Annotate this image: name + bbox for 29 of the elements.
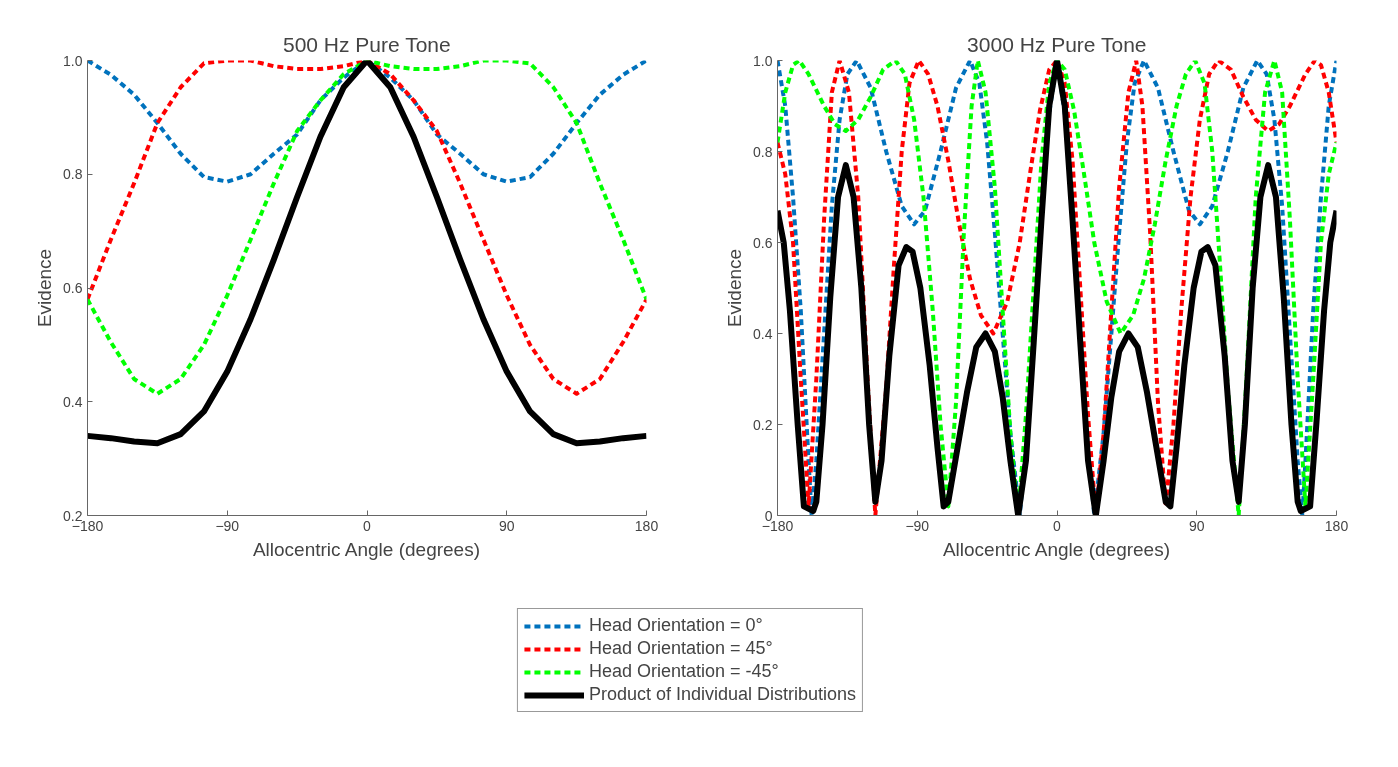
legend-label: Product of Individual Distributions — [588, 684, 857, 705]
legend-label: Head Orientation = 45° — [588, 638, 773, 659]
line-series — [87, 60, 647, 184]
y-tick-label: 0.4 — [63, 393, 83, 410]
y-tick-label: 0.2 — [753, 416, 773, 433]
legend-label: Head Orientation = 0° — [588, 615, 763, 636]
x-tick-label: −90 — [215, 517, 240, 534]
x-tick-label: 180 — [1324, 517, 1349, 534]
y-axis-title: Evidence — [724, 248, 746, 328]
y-tick-label: 0.6 — [63, 280, 83, 296]
chart-title: 3000 Hz Pure Tone — [967, 32, 1147, 56]
x-axis-title: Allocentric Angle (degrees) — [252, 538, 481, 560]
y-tick-label: 0.8 — [753, 143, 773, 160]
chart-title: 500 Hz Pure Tone — [282, 32, 451, 56]
x-axis-title: Allocentric Angle (degrees) — [942, 538, 1171, 560]
line-series — [777, 60, 1337, 516]
y-tick-label: 0.4 — [753, 325, 773, 342]
x-tick-label: 0 — [363, 517, 372, 534]
x-tick-label: 0 — [1053, 517, 1062, 534]
y-axis-title: Evidence — [34, 248, 56, 328]
x-tick-label: 90 — [498, 517, 515, 534]
y-tick-label: 0.8 — [63, 166, 83, 183]
y-tick-label: 1.0 — [63, 52, 83, 69]
x-tick-label: 90 — [1188, 517, 1205, 534]
x-tick-label: 180 — [634, 517, 659, 534]
y-tick-label: 1.0 — [753, 52, 773, 69]
x-tick-label: −90 — [905, 517, 930, 534]
legend-label: Head Orientation = -45° — [588, 661, 779, 682]
y-tick-label: 0.6 — [753, 234, 773, 251]
